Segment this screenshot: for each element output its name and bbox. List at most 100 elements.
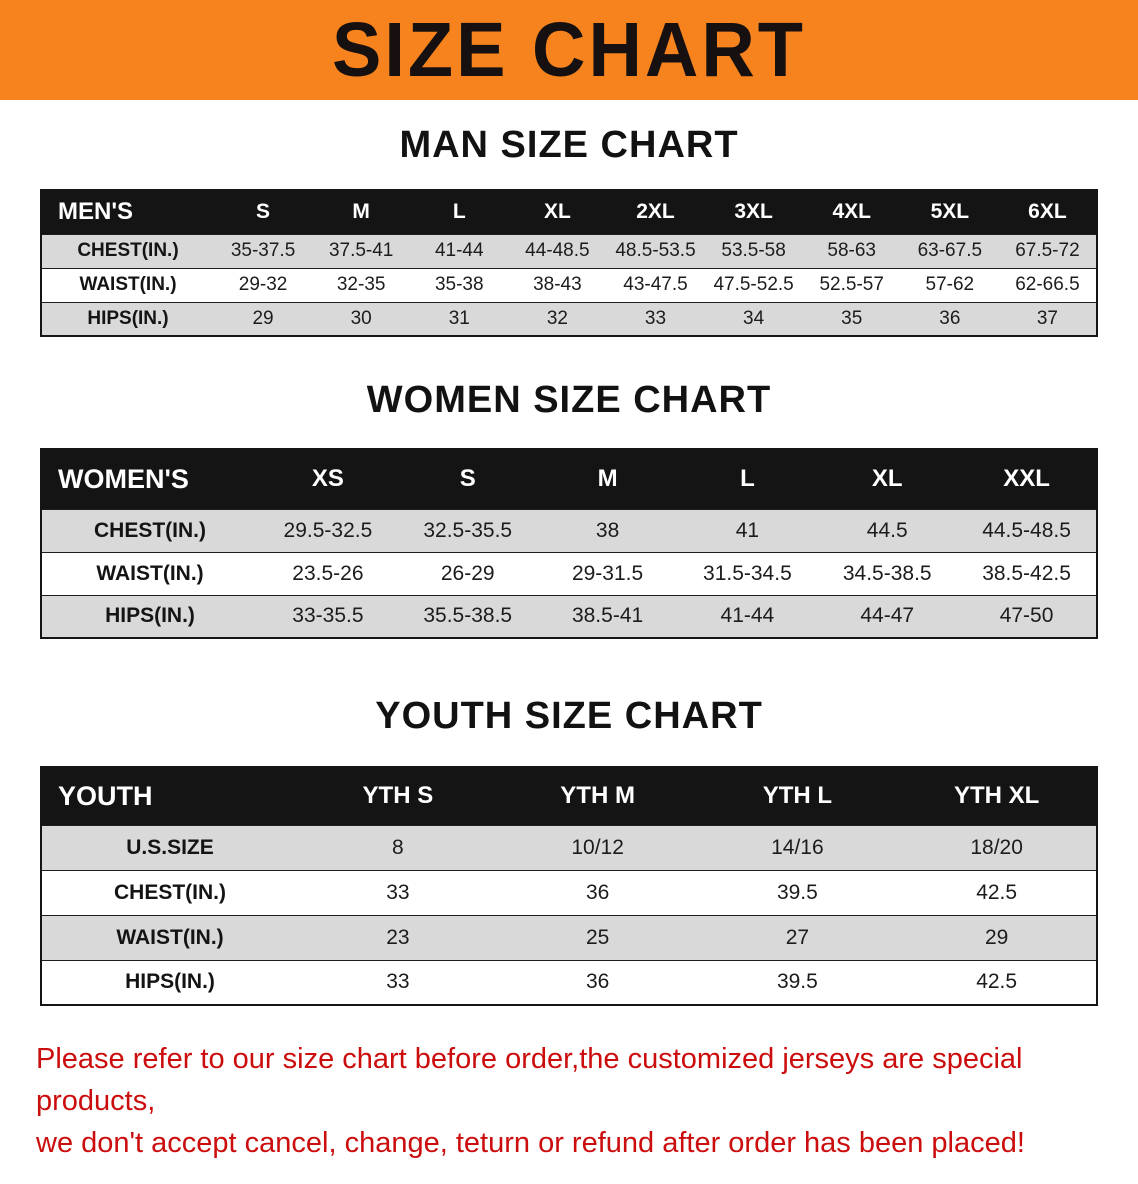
size-cell: 43-47.5 [623, 274, 688, 295]
women-size-table: WOMEN'S XS S M L XL XXL CHEST(IN.) 29.5-32.5 32.5… [40, 448, 1098, 639]
size-cell: 10/12 [571, 835, 624, 859]
table-header-row: YOUTH YTH S YTH M YTH L YTH XL [41, 767, 1097, 825]
size-cell: 52.5-57 [819, 274, 884, 295]
size-cell: 34.5-38.5 [842, 561, 932, 585]
column-header: 2XL [636, 200, 675, 224]
size-cell: 63-67.5 [917, 240, 983, 261]
column-header: YTH XL [953, 782, 1040, 810]
size-cell: 41-44 [434, 240, 484, 261]
size-cell: 39.5 [776, 880, 818, 904]
column-header: M [597, 465, 618, 493]
table-row: WAIST(IN.) 29-32 32-35 35-38 38-43 43-47.5 47.… [41, 268, 1097, 302]
size-cell: 38.5-41 [571, 604, 644, 628]
size-cell: 29-32 [238, 274, 288, 295]
row-label: CHEST(IN.) [77, 240, 179, 261]
footer-disclaimer: Please refer to our size chart before or… [0, 1038, 1138, 1184]
size-cell: 14/16 [771, 835, 824, 859]
men-size-table: MEN'S S M L XL 2XL 3XL 4XL 5XL 6XL CHEST(IN.) 35-37… [40, 189, 1098, 337]
banner: SIZE CHART [0, 0, 1138, 100]
women-size-section: WOMEN SIZE CHART WOMEN'S XS S M L XL XXL CHEST(… [0, 379, 1138, 639]
men-size-section: MAN SIZE CHART MEN'S S M L XL 2XL 3XL 4XL 5XL 6XL… [0, 124, 1138, 337]
footer-line-1: Please refer to our size chart before or… [36, 1043, 1023, 1118]
size-cell: 38-43 [533, 274, 582, 295]
row-label: WAIST(IN.) [96, 561, 204, 585]
footer-line-2: we don't accept cancel, change, teturn o… [36, 1127, 1025, 1160]
size-cell: 35-38 [434, 274, 484, 295]
size-cell: 41-44 [720, 604, 775, 628]
row-label: CHEST(IN.) [94, 518, 206, 542]
size-cell: 33 [386, 880, 410, 904]
size-cell: 29.5-32.5 [283, 518, 373, 542]
size-cell: 67.5-72 [1015, 240, 1080, 261]
column-header: 6XL [1028, 200, 1067, 224]
column-header: XS [311, 465, 344, 493]
size-cell: 44.5 [866, 518, 908, 542]
column-header: S [459, 465, 476, 493]
column-header: L [452, 200, 466, 224]
row-label: WAIST(IN.) [79, 274, 177, 295]
size-cell: 8 [392, 835, 404, 859]
size-cell: 41 [735, 518, 760, 542]
size-cell: 30 [350, 307, 372, 329]
size-cell: 48.5-53.5 [615, 240, 696, 261]
table-header-row: MEN'S S M L XL 2XL 3XL 4XL 5XL 6XL [41, 190, 1097, 234]
column-header: XL [871, 465, 903, 493]
size-cell: 36 [939, 307, 961, 329]
size-cell: 26-29 [440, 561, 495, 585]
row-label: HIPS(IN.) [105, 604, 195, 628]
women-section-title: WOMEN SIZE CHART [366, 379, 772, 421]
table-row: WAIST(IN.) 23 25 27 29 [41, 915, 1097, 960]
size-cell: 35-37.5 [230, 240, 296, 261]
size-cell: 27 [785, 925, 810, 949]
size-cell: 39.5 [776, 970, 818, 994]
size-cell: 32-35 [336, 274, 386, 295]
size-cell: 36 [585, 970, 610, 994]
column-header: YTH S [362, 782, 434, 810]
youth-section-title: YOUTH SIZE CHART [375, 695, 763, 737]
table-row: HIPS(IN.) 33-35.5 35.5-38.5 38.5-41 41-44 44-… [41, 595, 1097, 638]
size-cell: 62-66.5 [1015, 274, 1080, 295]
size-cell: 42.5 [976, 970, 1018, 994]
table-row: CHEST(IN.) 35-37.5 37.5-41 41-44 44-48.5 48.5… [41, 234, 1097, 268]
row-label: WAIST(IN.) [116, 925, 224, 949]
size-cell: 29 [252, 307, 274, 329]
column-header: S [256, 200, 271, 224]
size-cell: 18/20 [970, 835, 1023, 859]
column-header: L [740, 465, 755, 493]
size-cell: 32 [546, 307, 568, 329]
table-row: CHEST(IN.) 33 36 39.5 42.5 [41, 870, 1097, 915]
table-header-row: WOMEN'S XS S M L XL XXL [41, 449, 1097, 509]
size-cell: 37.5-41 [328, 240, 394, 261]
size-cell: 34 [743, 307, 765, 329]
table-row: CHEST(IN.) 29.5-32.5 32.5-35.5 38 41 44.5 44.5… [41, 509, 1097, 552]
men-section-title: MAN SIZE CHART [399, 124, 739, 166]
size-cell: 32.5-35.5 [423, 518, 513, 542]
column-header: 5XL [930, 200, 970, 224]
size-cell: 31.5-34.5 [703, 561, 792, 585]
size-cell: 31 [448, 307, 470, 329]
table-row: WAIST(IN.) 23.5-26 26-29 29-31.5 31.5-34.5 34… [41, 552, 1097, 595]
size-cell: 35 [841, 307, 863, 329]
table-row: HIPS(IN.) 29 30 31 32 33 34 35 36 37 [41, 302, 1097, 336]
table-title-cell: MEN'S [58, 198, 134, 226]
size-cell: 29 [984, 925, 1009, 949]
banner-title: SIZE CHART [332, 6, 806, 93]
size-cell: 36 [585, 880, 610, 904]
size-cell: 42.5 [976, 880, 1018, 904]
column-header: YTH M [560, 782, 635, 810]
size-cell: 25 [585, 925, 610, 949]
table-title-cell: WOMEN'S [58, 463, 189, 494]
size-cell: 44.5-48.5 [982, 518, 1071, 542]
size-cell: 47-50 [999, 604, 1054, 628]
column-header: 3XL [734, 200, 773, 224]
column-header: YTH L [762, 782, 833, 810]
size-cell: 35.5-38.5 [423, 604, 513, 628]
size-cell: 44-48.5 [525, 240, 590, 261]
row-label: HIPS(IN.) [125, 970, 215, 994]
table-title-cell: YOUTH [58, 780, 153, 811]
row-label: U.S.SIZE [126, 835, 214, 859]
youth-size-section: YOUTH SIZE CHART YOUTH YTH S YTH M YTH L YTH… [0, 695, 1138, 1006]
size-cell: 23.5-26 [292, 561, 364, 585]
column-header: XXL [1003, 465, 1050, 493]
